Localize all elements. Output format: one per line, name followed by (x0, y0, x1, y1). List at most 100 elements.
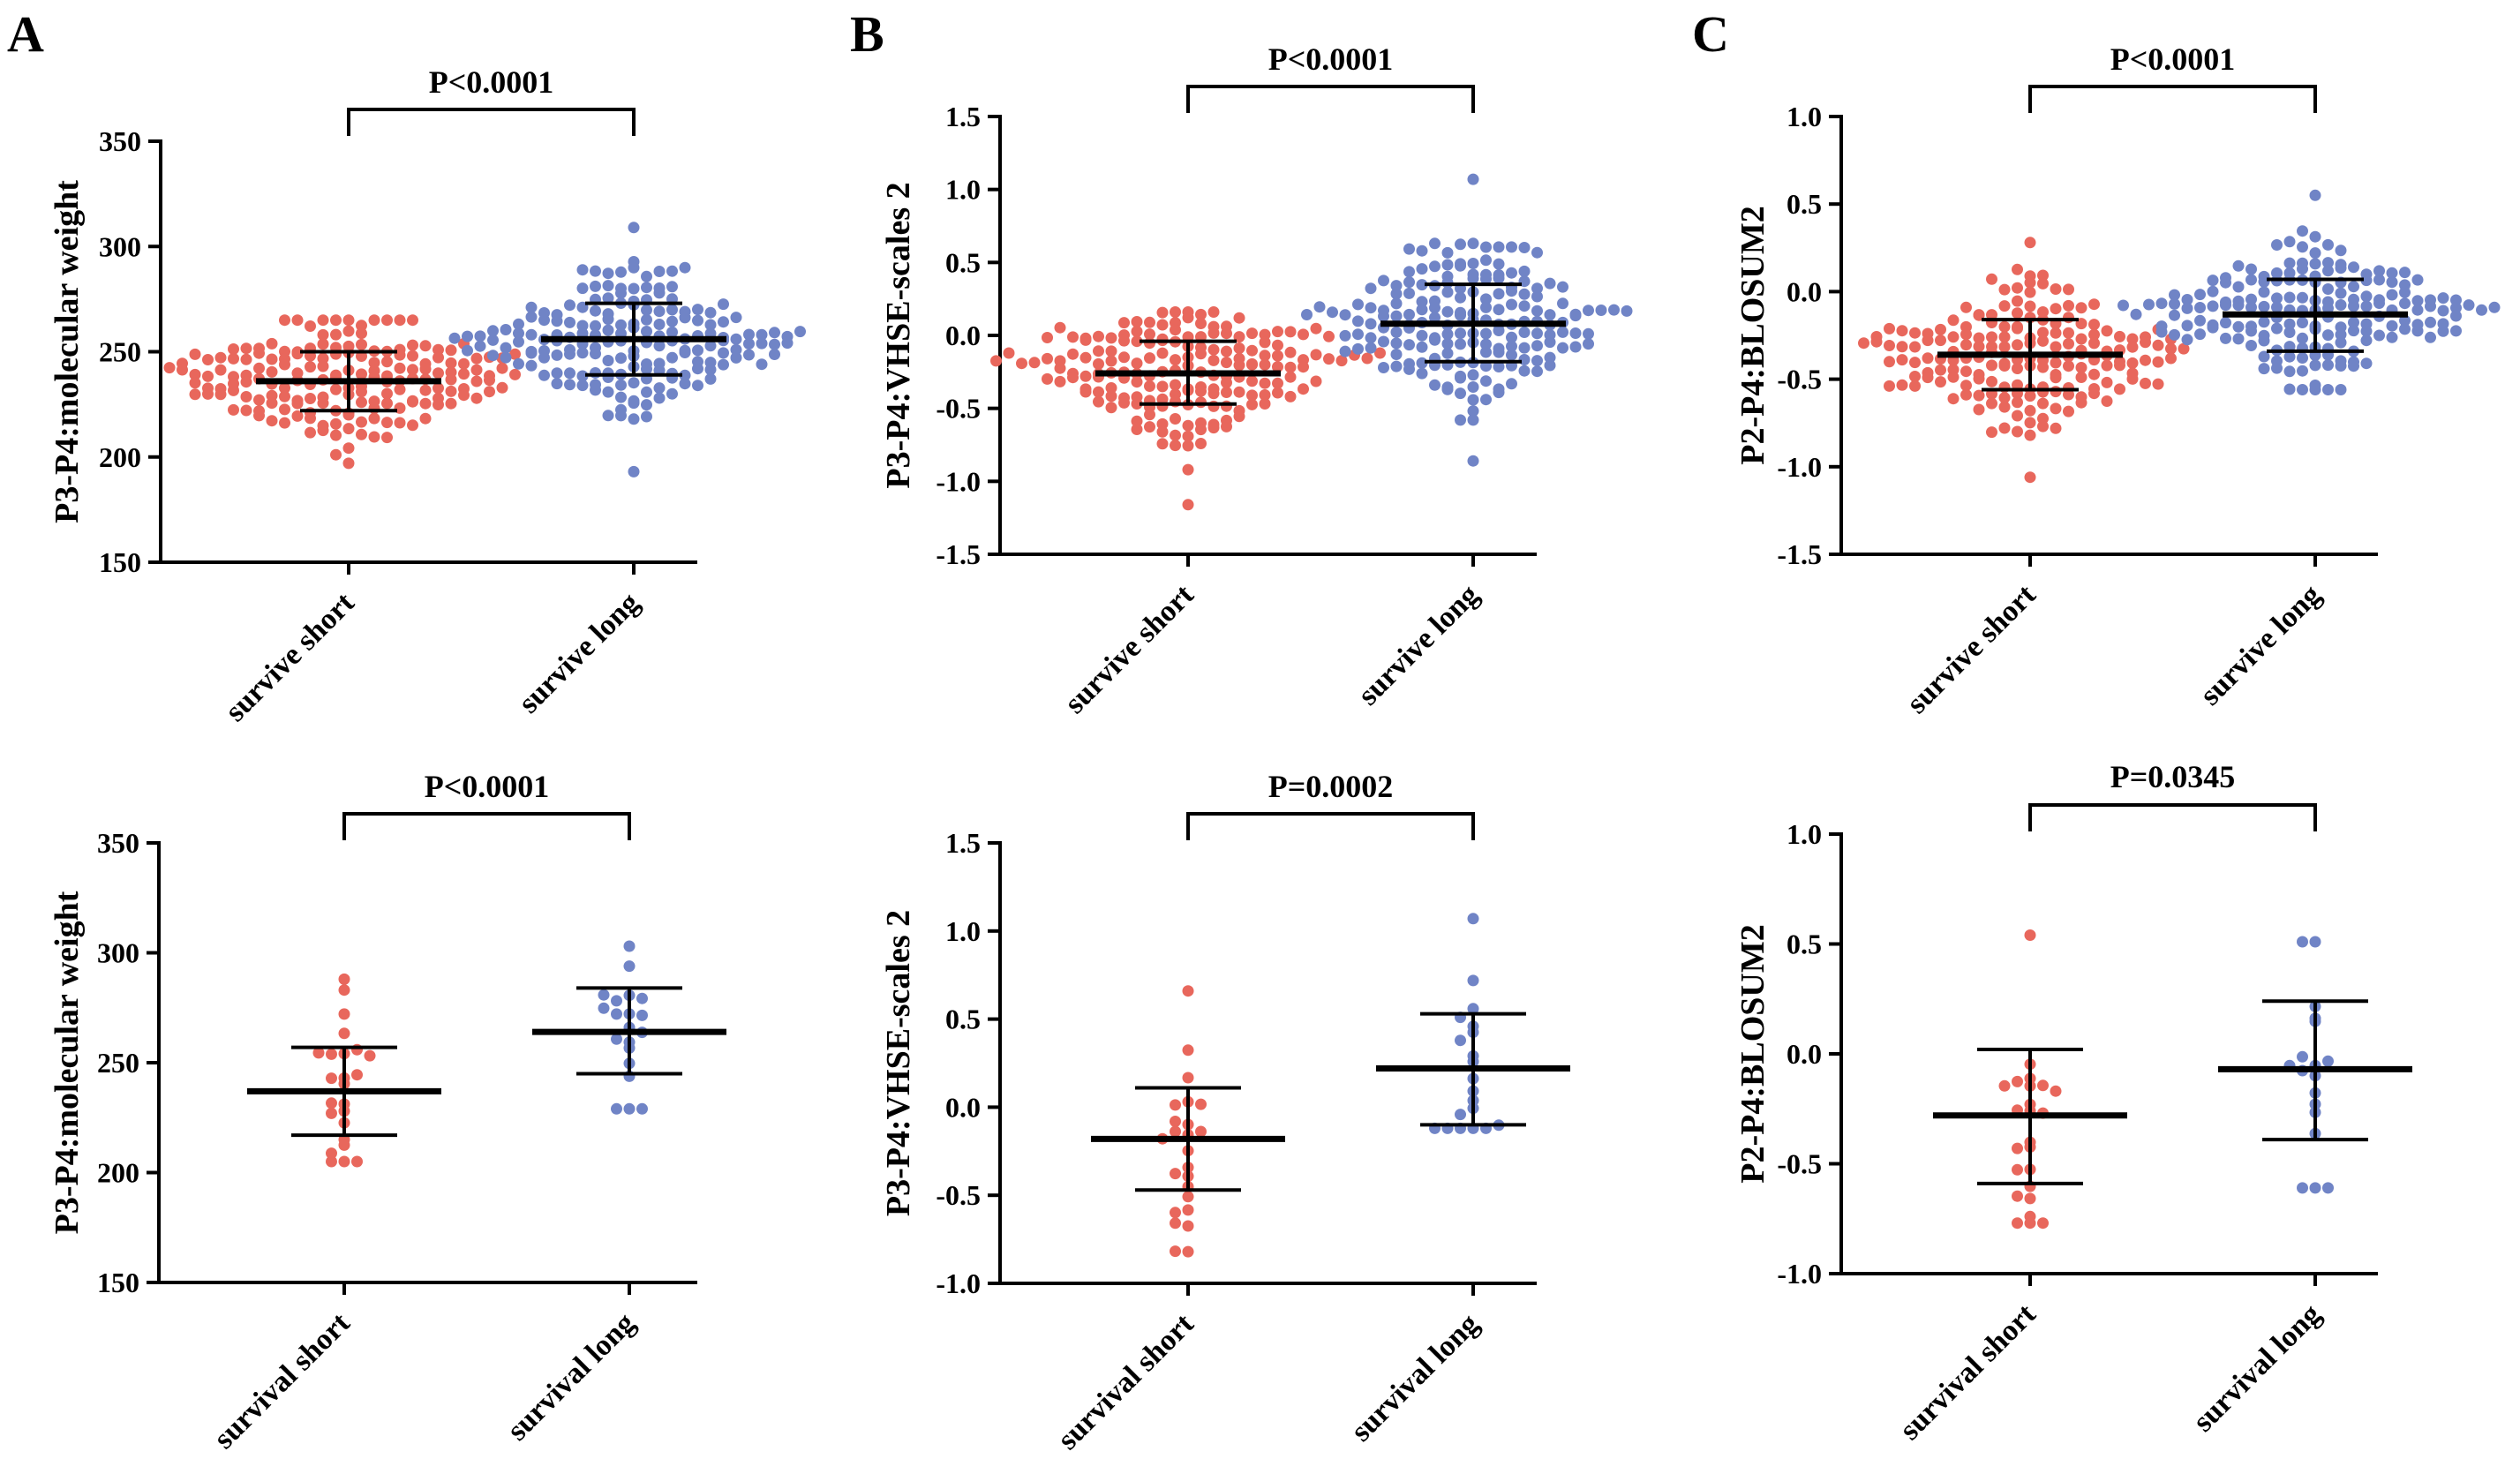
data-point (368, 314, 380, 327)
data-point (590, 280, 601, 292)
data-point (602, 280, 614, 292)
data-point (2012, 379, 2023, 391)
data-point (2050, 327, 2062, 339)
data-point (351, 1069, 363, 1081)
data-point (2348, 281, 2359, 293)
data-point (641, 282, 652, 294)
y-tick-label: 350 (99, 125, 141, 157)
data-point (1896, 341, 1908, 353)
data-point (1170, 440, 1181, 452)
data-point (2024, 417, 2036, 429)
data-point (1480, 293, 1492, 305)
data-point (1429, 334, 1441, 346)
data-point (1156, 417, 1169, 430)
data-point (1441, 383, 1454, 395)
data-point (1506, 285, 1517, 297)
data-point (356, 386, 367, 398)
data-point (433, 399, 444, 410)
y-tick-label: 1.5 (945, 101, 981, 132)
data-point (381, 417, 393, 429)
data-point (1998, 392, 2011, 404)
y-tick-label: -1.0 (936, 465, 981, 497)
data-point (1298, 383, 1309, 395)
data-point (653, 266, 666, 277)
data-point (1493, 346, 1505, 358)
data-point (641, 270, 652, 282)
data-point (1467, 414, 1479, 426)
data-point (2012, 1142, 2023, 1154)
data-point (2411, 295, 2424, 307)
data-point (1079, 370, 1092, 382)
data-point (1416, 341, 1428, 353)
data-point (228, 352, 239, 365)
data-point (2012, 410, 2023, 422)
data-point (1986, 359, 1997, 372)
data-point (576, 282, 589, 295)
p-value-label: P=0.0002 (1268, 769, 1394, 804)
data-point (1557, 342, 1568, 354)
data-point (2050, 303, 2062, 315)
data-point (1973, 389, 1985, 402)
data-point (458, 357, 470, 370)
data-point (1922, 352, 1934, 365)
data-point (500, 324, 512, 335)
data-point (2309, 247, 2321, 259)
data-point (496, 362, 508, 374)
data-point (474, 340, 486, 352)
data-point (407, 364, 418, 376)
data-point (1339, 329, 1351, 342)
data-point (1429, 260, 1441, 273)
data-point (2245, 340, 2257, 351)
data-point (1998, 331, 2011, 343)
data-point (1429, 312, 1441, 324)
data-point (704, 319, 717, 331)
data-point (1947, 331, 1960, 343)
data-point (1042, 352, 1053, 365)
data-point (576, 320, 589, 332)
data-point (1506, 267, 1517, 279)
data-point (1246, 375, 1258, 387)
y-tick-label: 1.0 (1787, 818, 1822, 850)
data-point (1093, 357, 1104, 370)
data-point (330, 417, 342, 430)
data-point (2283, 365, 2296, 378)
data-point (1390, 297, 1403, 310)
data-point (641, 313, 652, 326)
data-point (1156, 425, 1169, 438)
data-point (551, 315, 563, 327)
data-point (2488, 301, 2501, 313)
data-point (1416, 304, 1428, 316)
data-point (2232, 259, 2245, 272)
data-point (1272, 377, 1283, 389)
data-point (692, 314, 703, 327)
data-point (1569, 310, 1582, 322)
data-point (1947, 393, 1960, 405)
data-point (1182, 1204, 1194, 1216)
data-point (1105, 390, 1117, 402)
data-point (2114, 383, 2125, 395)
data-point (2012, 307, 2023, 320)
y-axis-title: P3-P4:molecular weight (49, 180, 86, 523)
data-point (602, 313, 614, 326)
data-point (2297, 225, 2308, 237)
data-point (2297, 1182, 2308, 1194)
data-point (2232, 320, 2245, 333)
data-point (2399, 297, 2411, 310)
data-point (1569, 327, 1582, 339)
data-point (1518, 300, 1531, 312)
data-point (240, 404, 252, 417)
data-point (1182, 419, 1194, 432)
data-point (1403, 276, 1415, 289)
data-point (2232, 333, 2245, 345)
data-point (2463, 299, 2475, 312)
data-point (769, 338, 780, 350)
data-point (2322, 302, 2334, 314)
data-point (1233, 312, 1245, 324)
data-point (291, 314, 304, 327)
data-point (2411, 325, 2424, 337)
data-point (2220, 332, 2231, 344)
data-point (2309, 936, 2321, 948)
data-point (602, 292, 614, 305)
data-point (692, 344, 703, 357)
